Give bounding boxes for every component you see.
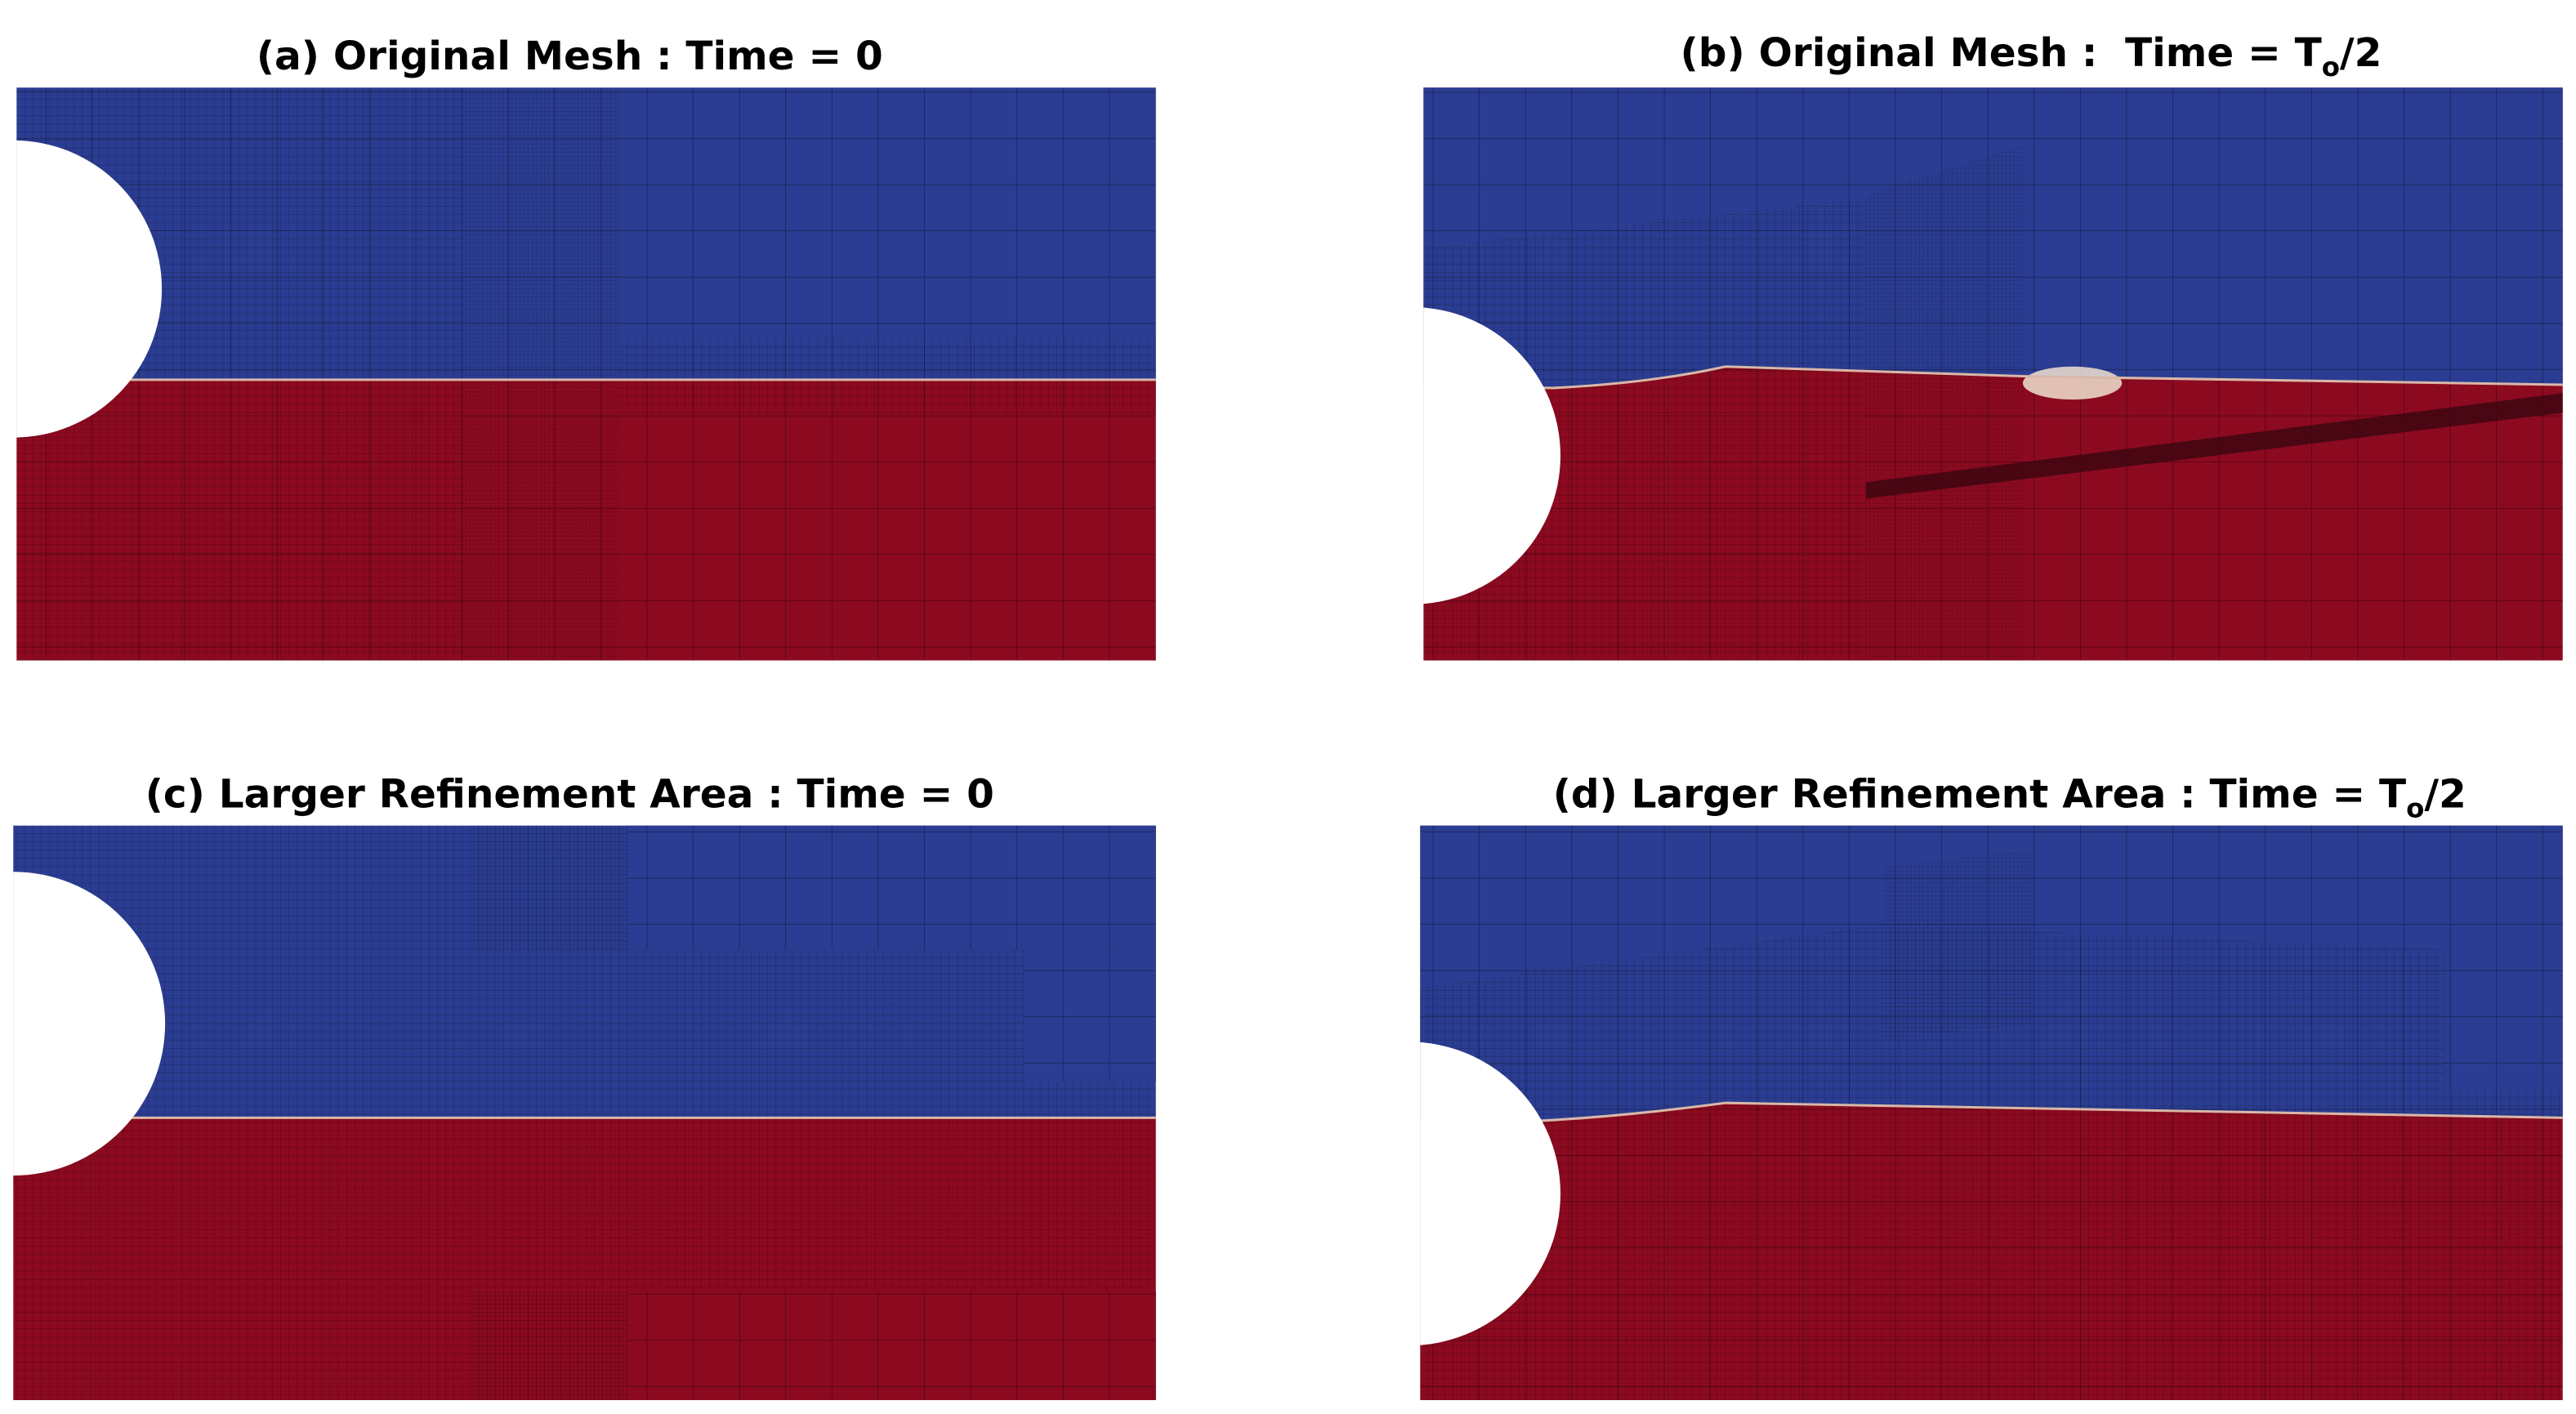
title-suffix: /2 [2340,30,2382,76]
mesh-panel [13,825,1156,1400]
cylinder [16,140,163,438]
mesh [1420,924,2563,1400]
mesh [1024,949,1156,1082]
title-subscript: o [2406,793,2424,824]
title-text: (b) Original Mesh : Time = T [1681,30,2322,76]
mesh [462,87,619,661]
mesh [471,1291,628,1400]
title-text: (d) Larger Refinement Area : Time = T [1553,771,2406,817]
panel-title: (a) Original Mesh : Time = 0 [257,33,883,79]
panel-title: (b) Original Mesh : Time = To/2 [1681,30,2382,83]
mesh-band [1865,393,2563,499]
panel-title: (c) Larger Refinement Area : Time = 0 [145,771,994,817]
mesh [1882,850,2032,1041]
mesh [1865,145,2023,661]
cylinder [1423,307,1560,604]
interface [1423,365,2563,390]
panel-title: (d) Larger Refinement Area : Time = To/2 [1553,771,2467,823]
cylinder [1420,1042,1560,1345]
mesh [1423,198,1866,661]
mesh-panel [1420,825,2563,1400]
mixing-zone [2022,366,2123,400]
mesh [627,825,1156,950]
mesh [471,825,628,950]
title-subscript: o [2322,51,2340,83]
mesh-panel [1423,87,2563,661]
mesh [627,1291,1156,1400]
cylinder [13,872,166,1176]
mesh [618,338,1156,413]
mesh-panel [16,87,1156,661]
title-suffix: /2 [2424,771,2466,817]
